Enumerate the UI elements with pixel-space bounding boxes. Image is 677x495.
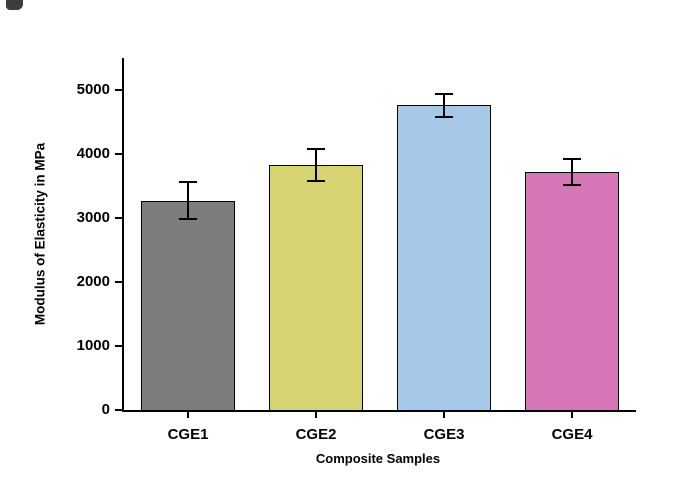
- x-category-label: CGE2: [295, 426, 337, 443]
- y-tick-label: 3000: [76, 209, 110, 226]
- bar-cge2: [268, 164, 364, 410]
- x-tick: [443, 412, 445, 418]
- x-category-label: CGE1: [167, 426, 209, 443]
- error-bar-cap: [435, 115, 453, 118]
- error-bar-cap: [307, 179, 325, 182]
- x-tick: [571, 412, 573, 418]
- bar-cge3: [396, 105, 492, 410]
- y-tick: [115, 153, 122, 155]
- error-bar-line: [443, 93, 445, 117]
- plot-area: 0 1000 2000 3000 4000 5000 CGE1 CGE2 CGE3 CGE4: [77, 58, 636, 443]
- error-bar-line: [315, 148, 317, 181]
- y-tick-label: 5000: [76, 81, 110, 98]
- y-tick: [115, 345, 122, 347]
- corner-artifact: [6, 0, 23, 10]
- x-tick: [315, 412, 317, 418]
- y-tick: [115, 409, 122, 411]
- x-axis-title: Composite Samples: [315, 451, 441, 466]
- y-axis-title: Modulus of Elasticity in MPa: [32, 142, 48, 326]
- y-tick: [115, 281, 122, 283]
- y-tick-label: 1000: [76, 337, 110, 354]
- error-bar-cap: [307, 147, 325, 150]
- error-bar-cap: [563, 158, 581, 161]
- y-tick-label: 4000: [76, 145, 110, 162]
- error-bar-line: [187, 182, 189, 220]
- error-bar-cap: [435, 92, 453, 95]
- x-tick: [187, 412, 189, 418]
- error-bar-cap: [563, 183, 581, 186]
- x-category-label: CGE4: [551, 426, 593, 443]
- y-tick-label: 2000: [76, 273, 110, 290]
- error-bar-line: [571, 159, 573, 185]
- y-tick: [115, 217, 122, 219]
- y-tick: [115, 89, 122, 91]
- y-tick-label: 0: [101, 401, 110, 418]
- error-bar-cap: [179, 218, 197, 221]
- bar-cge4: [524, 171, 620, 410]
- error-bar-cap: [179, 181, 197, 184]
- x-category-label: CGE3: [423, 426, 465, 443]
- bar-cge1: [140, 200, 236, 410]
